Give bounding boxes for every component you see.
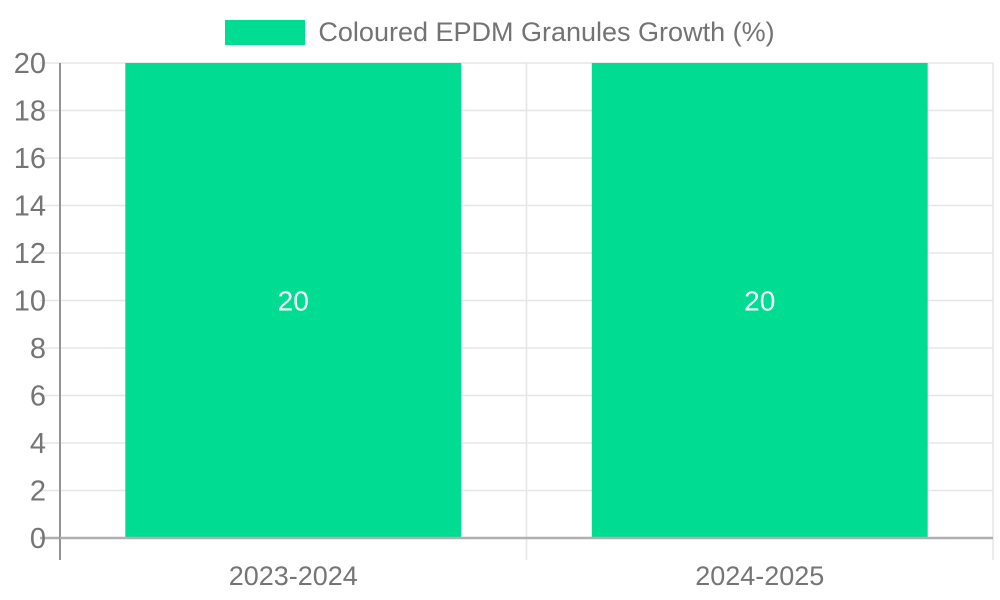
legend-item[interactable]: Coloured EPDM Granules Growth (%) [225, 17, 775, 48]
bar-value-label: 20 [278, 286, 309, 317]
y-axis-tick-label: 12 [14, 238, 46, 270]
y-axis-tick-label: 20 [14, 48, 46, 80]
legend-label: Coloured EPDM Granules Growth (%) [318, 17, 775, 47]
y-axis-tick-label: 2 [30, 476, 46, 508]
y-axis-tick-label: 18 [14, 96, 46, 128]
chart-legend: Coloured EPDM Granules Growth (%) [0, 17, 1000, 48]
bar-2023-2024[interactable] [125, 63, 462, 538]
y-axis-tick-label: 10 [14, 286, 46, 318]
x-axis-tick-label: 2023-2024 [229, 561, 358, 591]
y-axis-tick-label: 14 [14, 191, 46, 223]
y-axis-tick-label: 0 [30, 523, 46, 555]
y-axis-tick-label: 4 [30, 428, 46, 460]
bar-2024-2025[interactable] [591, 63, 928, 538]
legend-swatch [225, 20, 306, 45]
y-axis-tick-label: 8 [30, 333, 46, 365]
x-axis-tick-label: 2024-2025 [695, 561, 824, 591]
bar-value-label: 20 [744, 286, 775, 317]
y-axis-tick-label: 6 [30, 381, 46, 413]
y-axis-tick-label: 16 [14, 143, 46, 175]
